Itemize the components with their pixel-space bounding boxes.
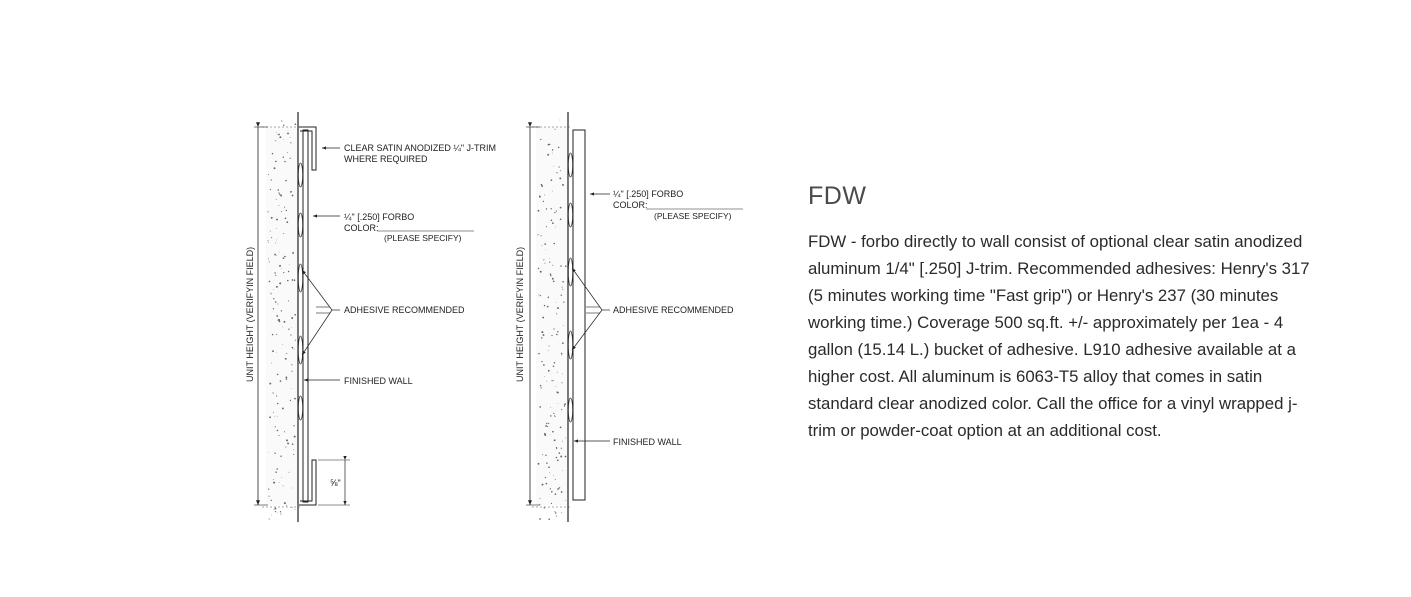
left-detail: UNIT HEIGHT (VERIFYIN FIELD) CLEAR SATIN… xyxy=(245,112,496,522)
info-panel: FDW FDW - forbo directly to wall consist… xyxy=(808,182,1318,444)
right-forbo-specify: (PLEASE SPECIFY) xyxy=(654,211,732,221)
right-adhesive-label: ADHESIVE RECOMMENDED xyxy=(613,305,734,315)
right-forbo-label-line1: ¼" [.250] FORBO xyxy=(613,189,683,199)
right-detail: UNIT HEIGHT (VERIFYIN FIELD) ¼" [.250] F… xyxy=(515,112,743,522)
right-forbo-label-line2: COLOR: xyxy=(613,200,648,210)
left-forbo-label-line2: COLOR: xyxy=(344,223,379,233)
right-forbo-panel xyxy=(572,129,586,501)
left-concrete-stipple xyxy=(267,120,297,520)
right-unit-height-label: UNIT HEIGHT (VERIFYIN FIELD) xyxy=(515,247,525,382)
info-body: FDW - forbo directly to wall consist of … xyxy=(808,232,1310,440)
left-concrete-wall xyxy=(266,127,298,505)
right-concrete-wall xyxy=(536,127,568,505)
left-trim-label-line2: WHERE REQUIRED xyxy=(344,154,428,164)
right-finished-wall-label: FINISHED WALL xyxy=(613,437,682,447)
left-j-trim-bottom xyxy=(299,459,317,506)
left-bottom-dimension: ⅝" xyxy=(330,478,341,488)
right-concrete-stipple xyxy=(537,119,567,520)
left-adhesive-beads xyxy=(297,162,304,421)
left-unit-height-label: UNIT HEIGHT (VERIFYIN FIELD) xyxy=(245,247,255,382)
left-forbo-label-line1: ¼" [.250] FORBO xyxy=(344,212,414,222)
info-title: FDW xyxy=(808,182,867,210)
left-finished-wall-label: FINISHED WALL xyxy=(344,376,413,386)
right-adhesive-beads xyxy=(567,152,574,423)
left-adhesive-label: ADHESIVE RECOMMENDED xyxy=(344,305,465,315)
left-trim-label-line1: CLEAR SATIN ANODIZED ¼" J-TRIM xyxy=(344,143,496,153)
left-forbo-panel xyxy=(302,129,309,503)
left-j-trim-top xyxy=(299,126,317,171)
left-forbo-specify: (PLEASE SPECIFY) xyxy=(384,233,462,243)
fdw-section-drawings: UNIT HEIGHT (VERIFYIN FIELD) CLEAR SATIN… xyxy=(245,112,743,522)
